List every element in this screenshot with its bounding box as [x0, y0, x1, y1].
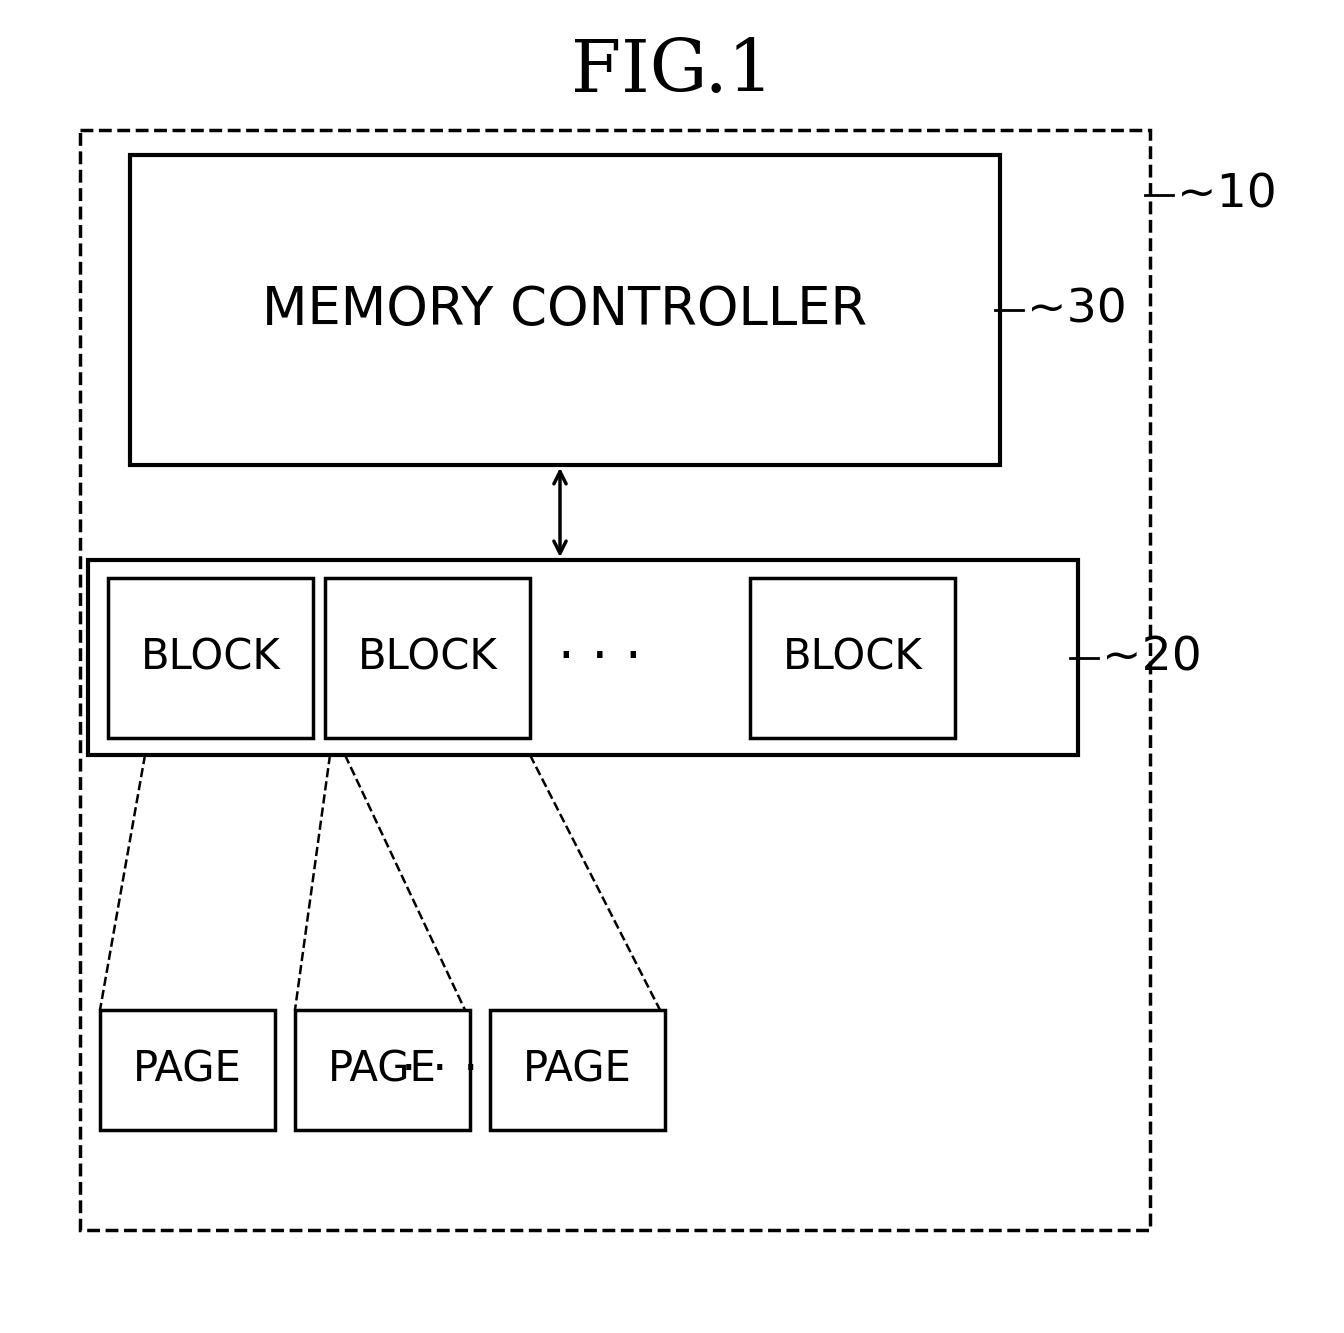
- Bar: [108, 579, 313, 738]
- Text: ~20: ~20: [1102, 636, 1202, 681]
- Bar: [491, 1010, 665, 1130]
- Text: · · ·: · · ·: [558, 632, 642, 684]
- Text: MEMORY CONTROLLER: MEMORY CONTROLLER: [262, 284, 868, 336]
- Text: · · ·: · · ·: [402, 1046, 478, 1094]
- Text: ~30: ~30: [1027, 288, 1126, 332]
- Bar: [325, 579, 530, 738]
- Bar: [99, 1010, 276, 1130]
- Bar: [750, 579, 956, 738]
- Bar: [130, 155, 1000, 465]
- Text: BLOCK: BLOCK: [141, 637, 281, 678]
- Bar: [294, 1010, 470, 1130]
- Text: PAGE: PAGE: [328, 1049, 437, 1090]
- Text: FIG.1: FIG.1: [571, 37, 773, 107]
- Text: PAGE: PAGE: [523, 1049, 632, 1090]
- Text: BLOCK: BLOCK: [358, 637, 497, 678]
- Text: ~10: ~10: [1177, 172, 1277, 217]
- Bar: [87, 560, 1078, 754]
- Bar: [81, 131, 1150, 1230]
- Text: BLOCK: BLOCK: [782, 637, 922, 678]
- Text: PAGE: PAGE: [133, 1049, 242, 1090]
